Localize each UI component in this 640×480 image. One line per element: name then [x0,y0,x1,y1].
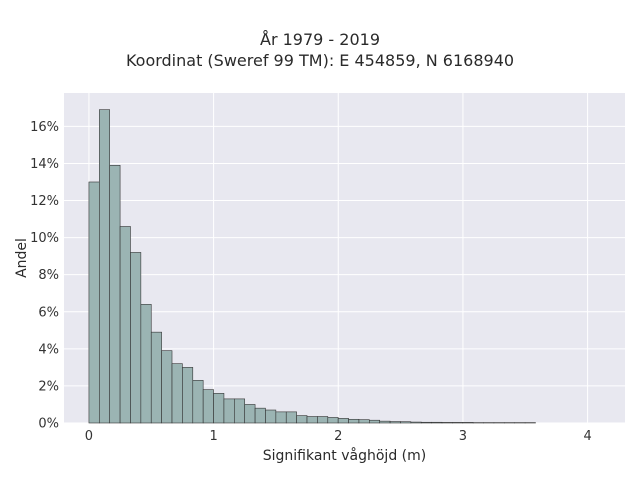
histogram-bar [410,421,422,424]
histogram-bar [140,304,152,424]
y-tick-label: 2% [38,379,59,394]
histogram-bar [119,226,131,424]
histogram-bar [285,411,297,424]
histogram-bar [306,416,318,424]
x-axis-ticks: 0 1 2 3 4 [85,429,592,444]
histogram-bar [348,418,360,424]
histogram-bar [317,416,329,424]
x-tick-label: 3 [459,429,467,444]
histogram-bar [400,421,412,424]
y-axis-label: Andel [14,238,30,278]
y-tick-label: 12% [30,194,59,209]
histogram-bar [99,109,111,424]
histogram-bar [234,398,246,424]
y-tick-label: 14% [30,157,59,172]
histogram-bar [88,181,100,424]
histogram-bar [327,417,339,424]
histogram-bar [202,389,214,424]
histogram-bar [192,380,204,424]
histogram-bar [213,393,225,424]
chart-title: År 1979 - 2019 [260,30,380,49]
bars [88,109,536,424]
histogram-bar [130,252,142,424]
y-tick-label: 8% [38,268,59,283]
x-tick-label: 2 [334,429,342,444]
histogram-bar [109,165,121,424]
histogram-bar [171,363,183,424]
histogram-bar [389,421,401,424]
y-tick-label: 6% [38,305,59,320]
x-axis-label: Signifikant våghöjd (m) [262,448,427,464]
histogram-bar [358,419,370,424]
histogram-bar [420,421,432,424]
histogram-bar [431,421,443,424]
histogram-bar [369,419,381,424]
y-tick-label: 16% [30,120,59,135]
histogram-bar [223,398,235,424]
y-axis-ticks: 0% 2% 4% 6% 8% 10% 12% 14% 16% [30,120,59,432]
x-tick-label: 1 [209,429,217,444]
histogram-bar [150,331,162,424]
histogram-bar [337,418,349,424]
y-tick-label: 4% [38,342,59,357]
x-tick-label: 4 [583,429,591,444]
histogram-bar [254,407,266,424]
histogram-bar [441,422,453,424]
chart-subtitle: Koordinat (Sweref 99 TM): E 454859, N 61… [125,51,515,70]
histogram-bar [265,409,277,424]
histogram-bar [379,420,391,424]
histogram-bar [244,404,256,424]
histogram-bar [161,350,173,424]
histogram-bar [452,422,464,424]
y-tick-label: 10% [30,231,59,246]
x-tick-label: 0 [85,429,93,444]
histogram-bar [275,411,287,424]
histogram-bar [182,367,194,424]
y-tick-label: 0% [38,417,59,432]
histogram-bar [462,422,474,424]
histogram-bar [296,415,308,424]
